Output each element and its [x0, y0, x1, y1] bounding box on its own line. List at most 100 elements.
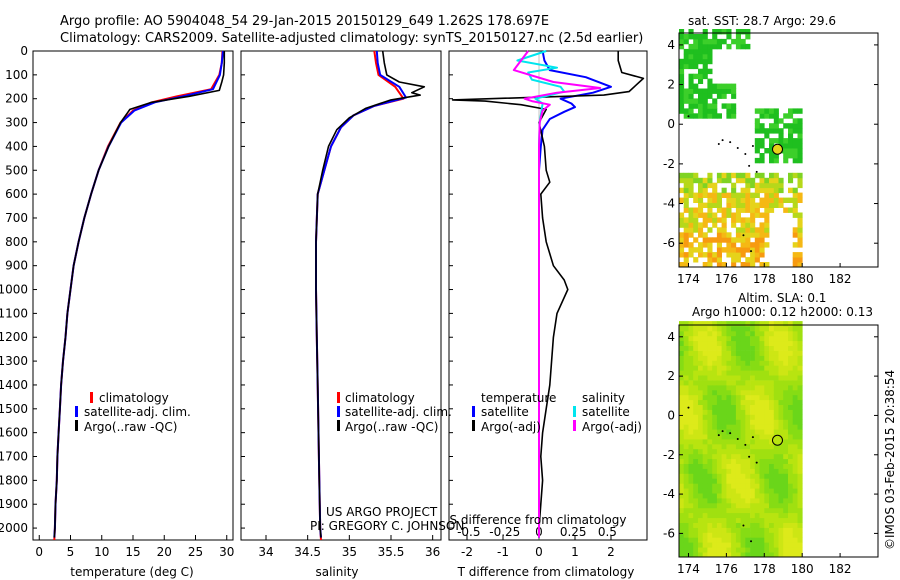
- sla-cell: [792, 448, 798, 455]
- sst-cell: [735, 212, 741, 218]
- sst-cell: [707, 227, 713, 233]
- sla-cell: [792, 335, 798, 342]
- sla-cell: [721, 507, 727, 514]
- sla-cell: [745, 488, 751, 494]
- profile-legend-temperature: climatology satellite-adj. clim. Argo(..…: [75, 391, 191, 434]
- sla-cell: [759, 488, 765, 494]
- sst-cell: [797, 133, 803, 139]
- sst-cell: [698, 48, 704, 55]
- sla-cell: [750, 448, 756, 455]
- sla-cell: [693, 439, 699, 445]
- sst-cell: [693, 34, 699, 40]
- sla-cell: [750, 424, 756, 430]
- sla-cell: [764, 424, 770, 430]
- sla-cell: [683, 498, 689, 504]
- sla-cell: [764, 345, 770, 351]
- sst-cell: [773, 138, 779, 144]
- sla-cell: [679, 414, 685, 420]
- sla-cell: [754, 409, 760, 415]
- sla-cell: [740, 370, 746, 376]
- x-tick-label: -1: [497, 545, 509, 559]
- sla-cell: [792, 409, 798, 415]
- sla-cell: [754, 468, 760, 474]
- sla-cell: [698, 360, 704, 366]
- sla-cell: [764, 385, 770, 391]
- sla-cell: [683, 517, 689, 523]
- sla-cell: [726, 483, 732, 489]
- sla-cell: [712, 399, 718, 405]
- sst-cell: [683, 182, 689, 189]
- sst-cell: [707, 78, 713, 84]
- sla-cell: [698, 350, 704, 356]
- sla-cell: [769, 385, 775, 391]
- legend-s-argo: Argo(-adj): [582, 420, 642, 434]
- sst-cell: [735, 257, 741, 263]
- sla-cell: [731, 507, 737, 514]
- sla-cell: [702, 517, 708, 523]
- sla-cell: [693, 326, 699, 332]
- sla-cell: [783, 517, 789, 523]
- sla-cell: [778, 493, 784, 499]
- sst-cell: [750, 247, 756, 253]
- sst-cell: [764, 242, 770, 248]
- sla-cell: [702, 522, 708, 528]
- sla-cell: [683, 340, 689, 346]
- sla-cell: [721, 424, 727, 430]
- legend-swatch-argo: [337, 420, 340, 431]
- sla-cell: [778, 389, 784, 396]
- sla-cell: [735, 522, 741, 528]
- sst-cell: [726, 177, 732, 184]
- sla-cell: [769, 547, 775, 553]
- sst-cell: [693, 192, 699, 198]
- sla-cell: [735, 385, 741, 391]
- sla-cell: [773, 321, 779, 327]
- sla-cell: [735, 429, 741, 435]
- sst-cell: [759, 138, 765, 144]
- sla-cell: [716, 370, 722, 376]
- sla-cell: [783, 385, 789, 391]
- sst-cell: [707, 48, 713, 55]
- sla-cell: [707, 453, 713, 460]
- sla-cell: [740, 404, 746, 410]
- x-tick-label: 0: [535, 545, 543, 559]
- sla-cell: [679, 493, 685, 499]
- sla-cell: [764, 321, 770, 327]
- sla-cell: [731, 409, 737, 415]
- sst-cell: [745, 202, 751, 208]
- sla-cell: [702, 434, 708, 440]
- sla-cell: [712, 380, 718, 386]
- sst-cell: [688, 222, 694, 228]
- sla-cell: [688, 389, 694, 396]
- sla-cell: [773, 335, 779, 342]
- sla-cell: [735, 340, 741, 346]
- sla-cell: [716, 404, 722, 410]
- sla-cell: [754, 507, 760, 514]
- sst-cell: [688, 93, 694, 99]
- sla-cell: [773, 537, 779, 543]
- sst-cell: [740, 227, 746, 233]
- sla-cell: [712, 409, 718, 415]
- sst-cell: [702, 113, 708, 119]
- sla-cell: [702, 389, 708, 396]
- sla-cell: [754, 542, 760, 548]
- sla-cell: [750, 335, 756, 342]
- sst-cell: [702, 212, 708, 218]
- sla-cell: [745, 380, 751, 386]
- sla-cell: [693, 458, 699, 464]
- sla-cell: [683, 404, 689, 410]
- sla-cell: [750, 493, 756, 499]
- sla-cell: [726, 532, 732, 538]
- sla-cell: [792, 547, 798, 553]
- sla-cell: [735, 463, 741, 469]
- sst-cell: [769, 197, 775, 203]
- sla-cell: [707, 493, 713, 499]
- sla-cell: [721, 389, 727, 396]
- sst-cell: [754, 242, 760, 248]
- sst-cell: [702, 182, 708, 189]
- sst-cell: [683, 217, 689, 223]
- sst-cell: [698, 113, 704, 119]
- track-dot: [736, 438, 739, 441]
- sst-cell: [797, 123, 803, 129]
- sst-cell: [773, 187, 779, 194]
